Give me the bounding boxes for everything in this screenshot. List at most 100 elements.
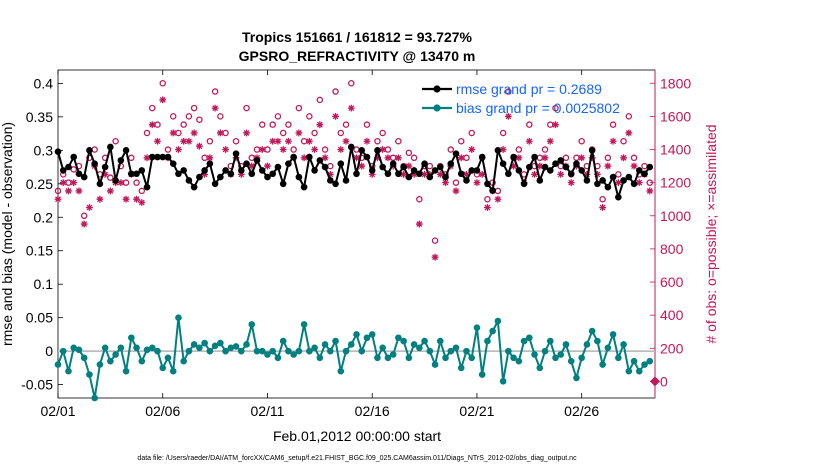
y-tick-label-left: 0.4 [34, 75, 54, 91]
bias-point [484, 337, 491, 345]
rmse-point [368, 167, 376, 174]
assimilated-point [604, 162, 612, 170]
bias-point [279, 337, 287, 345]
assimilated-point [279, 146, 287, 153]
bias-point [86, 371, 93, 378]
possible-point [70, 166, 77, 173]
rmse-point [489, 187, 496, 194]
assimilated-point [195, 142, 203, 150]
possible-point [211, 88, 219, 95]
bias-point [389, 351, 397, 358]
bias-point [400, 337, 407, 345]
assimilated-point [436, 170, 444, 178]
possible-point [311, 129, 318, 137]
bias-point [337, 367, 345, 375]
possible-point [405, 149, 413, 157]
rmse-point [122, 147, 130, 154]
possible-point [80, 212, 88, 220]
possible-point [452, 179, 460, 186]
possible-point [206, 137, 214, 145]
assimilated-point [541, 154, 549, 162]
rmse-point [211, 180, 219, 188]
assimilated-point [80, 220, 88, 228]
bias-point [583, 341, 591, 348]
chart-title-line1: Tropics 151661 / 161812 = 93.727% [242, 29, 473, 45]
rmse-point [321, 163, 329, 171]
rmse-point [253, 157, 261, 164]
bias-point [473, 324, 481, 332]
rmse-point [128, 170, 135, 178]
rmse-point [237, 167, 245, 174]
rmse-point [201, 167, 208, 174]
bias-point [620, 341, 627, 348]
rmse-point [562, 163, 570, 171]
bias-point [416, 344, 423, 352]
rmse-point [478, 153, 486, 161]
assimilated-point [358, 162, 366, 170]
y-tick-label-left: 0.35 [26, 109, 53, 125]
assimilated-point [65, 187, 72, 195]
bias-point [615, 354, 622, 362]
y-tick-label-right: 600 [660, 274, 684, 290]
bias-point [588, 327, 596, 335]
rmse-point [96, 180, 104, 188]
rmse-point [332, 180, 339, 188]
possible-point [599, 195, 606, 203]
assimilated-point [122, 195, 130, 203]
rmse-point [143, 183, 151, 191]
rmse-point [363, 153, 371, 161]
assimilated-point [316, 121, 324, 129]
possible-point [258, 121, 266, 128]
assimilated-point [593, 170, 601, 178]
bias-point [306, 347, 313, 355]
bias-point [91, 394, 98, 402]
assimilated-point [583, 170, 591, 178]
bias-point [321, 341, 329, 348]
possible-point [499, 129, 507, 137]
rmse-point [531, 153, 538, 161]
rmse-point [625, 173, 633, 181]
bias-point [264, 351, 271, 358]
assimilated-point [452, 187, 460, 195]
bias-point [65, 367, 72, 375]
possible-point [604, 154, 612, 162]
rmse-point [206, 160, 214, 168]
assimilated-point [463, 170, 470, 178]
possible-point [515, 146, 523, 153]
rmse-point [217, 173, 224, 181]
assimilated-point [133, 195, 140, 203]
bias-point [625, 367, 633, 375]
rmse-point [468, 167, 476, 174]
rmse-point [112, 177, 119, 184]
possible-point [185, 113, 193, 120]
rmse-point [389, 160, 397, 168]
bias-point [468, 354, 476, 362]
assimilated-point [635, 179, 643, 187]
assimilated-point [499, 146, 507, 153]
possible-point [279, 129, 287, 137]
bias-point [646, 357, 654, 365]
possible-point [578, 137, 585, 145]
rmse-point [154, 153, 161, 161]
rmse-point [646, 163, 654, 171]
assimilated-point [138, 199, 146, 206]
rmse-point [573, 160, 580, 168]
bias-point [421, 337, 428, 345]
rmse-point [279, 180, 287, 188]
legend-bias-label: bias grand pr = 0.0025802 [456, 100, 620, 116]
x-tick-label: 02/16 [355, 403, 390, 419]
assimilated-point [353, 154, 360, 162]
assimilated-point [620, 154, 627, 162]
bias-point [154, 347, 161, 355]
rmse-point [285, 160, 292, 168]
possible-point [159, 80, 166, 87]
assimilated-point [646, 187, 654, 195]
bias-point [546, 337, 554, 345]
assimilated-point [175, 146, 182, 153]
possible-point [431, 237, 439, 244]
possible-point [217, 113, 224, 120]
assimilated-point [552, 121, 559, 129]
bias-point [442, 354, 449, 362]
rmse-point [416, 170, 423, 178]
assimilated-point [588, 154, 596, 162]
